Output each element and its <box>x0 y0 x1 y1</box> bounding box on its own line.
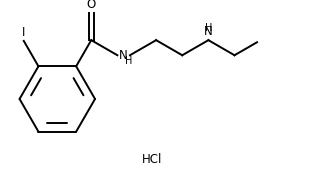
Text: N: N <box>204 25 213 38</box>
Text: I: I <box>22 26 25 39</box>
Text: H: H <box>125 56 132 66</box>
Text: O: O <box>87 0 96 11</box>
Text: N: N <box>119 49 127 62</box>
Text: HCl: HCl <box>141 153 162 166</box>
Text: H: H <box>205 23 212 33</box>
